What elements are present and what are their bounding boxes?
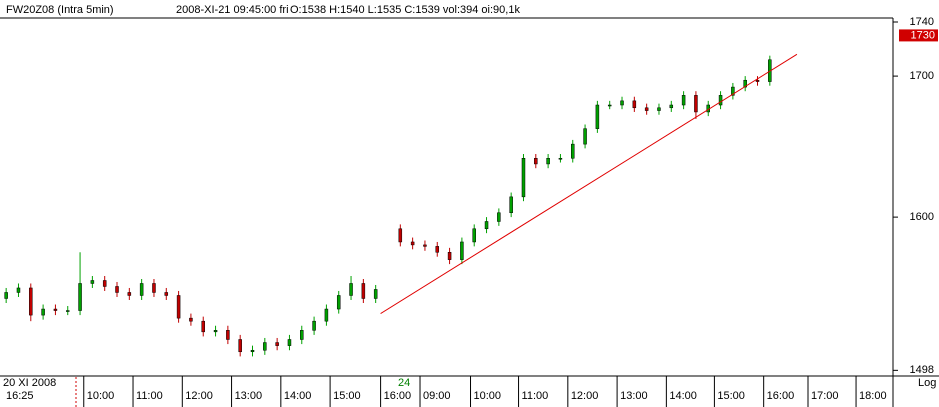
candle-body (176, 295, 181, 319)
candle-body (213, 330, 218, 333)
y-tick-label: 1700 (910, 70, 934, 82)
candle-body (250, 349, 255, 353)
candle-body (571, 143, 575, 159)
candle-body (275, 342, 279, 346)
trend-line (380, 53, 798, 315)
candle-body (312, 320, 316, 331)
session-label: 24 (398, 377, 410, 389)
candle-body (53, 308, 58, 311)
x-tick-label: 17:00 (811, 390, 839, 402)
y-tick-label: 1600 (910, 211, 934, 223)
candle-body (472, 228, 476, 243)
x-tick-label: 10:00 (87, 390, 115, 402)
candle-body (139, 283, 144, 296)
x-tick-label: 15:00 (333, 390, 361, 402)
candle-body (189, 317, 193, 322)
y-tick-label: 1498 (910, 364, 934, 376)
x-tick-label: 13:00 (235, 390, 263, 402)
x-tick-label: 16:00 (384, 390, 412, 402)
x-tick-label: 14:00 (284, 390, 312, 402)
candle-body (595, 104, 600, 129)
candle-body (484, 221, 489, 230)
candle-body (361, 283, 366, 299)
candle-body (669, 104, 674, 109)
last-price-label: 1730 (911, 29, 935, 41)
candle-body (102, 280, 107, 287)
last-price-box (899, 29, 938, 42)
x-tick-label: 18:00 (859, 390, 887, 402)
candle-body (300, 330, 304, 340)
candle-body (398, 228, 403, 243)
chart-subtitle: 2008-XI-21 09:45:00 fri (176, 4, 289, 16)
x-tick-label: 12:00 (185, 390, 213, 402)
time-label: 16:25 (6, 390, 34, 402)
candle-body (238, 339, 242, 353)
candle-body (41, 308, 45, 316)
candle-body (509, 196, 513, 214)
candle-body (694, 95, 698, 113)
candle-body (287, 339, 292, 346)
candle-body (78, 283, 82, 311)
candle-body (657, 107, 661, 111)
candle-body (681, 95, 686, 106)
candle-body (90, 280, 95, 284)
x-tick-label: 11:00 (136, 390, 163, 402)
y-tick-label: 1740 (910, 16, 934, 28)
candle-body (546, 158, 550, 165)
candle-body (152, 283, 156, 293)
x-tick-label: 16:00 (767, 390, 795, 402)
chart-title: FW20Z08 (Intra 5min) (6, 4, 114, 16)
candle-body (29, 287, 33, 316)
candle-body (435, 246, 440, 253)
candle-body (497, 212, 501, 222)
x-tick-label: 09:00 (423, 390, 451, 402)
x-tick-label: 15:00 (717, 390, 745, 402)
x-tick-label: 12:00 (571, 390, 599, 402)
candle-body (607, 104, 612, 107)
candle-body (115, 286, 119, 293)
quote: O:1538 H:1540 L:1535 C:1539 vol:394 oi:9… (290, 4, 520, 16)
x-tick-label: 14:00 (669, 390, 697, 402)
candle-body (521, 158, 526, 198)
candle-body (447, 252, 452, 260)
x-tick-label: 11:00 (522, 390, 549, 402)
candle-body (263, 342, 267, 351)
x-tick-label: 13:00 (620, 390, 648, 402)
candle-body (731, 86, 735, 96)
candle-body (718, 95, 723, 106)
candle-body (644, 107, 649, 111)
candle-body (423, 244, 427, 247)
candle-body (583, 128, 587, 145)
candle-body (410, 241, 415, 246)
candle-body (755, 79, 760, 82)
candle-body (632, 100, 637, 109)
x-tick-label: 10:00 (474, 390, 502, 402)
candle-body (558, 158, 563, 160)
candle-body (324, 308, 329, 322)
candle-body (460, 241, 464, 260)
candle-body (336, 295, 341, 310)
candle-body (534, 158, 538, 165)
candle-body (16, 287, 21, 293)
date-label: 20 XI 2008 (3, 377, 56, 389)
candle-body (349, 283, 353, 296)
candle-body (127, 292, 132, 296)
candle-body (164, 292, 169, 296)
scale-label: Log (918, 377, 936, 389)
candle-body (201, 320, 205, 333)
candle-body (65, 310, 70, 312)
candle-body (373, 289, 378, 299)
candle-body (4, 292, 8, 299)
candle-body (620, 100, 624, 106)
candle-body (226, 330, 230, 340)
